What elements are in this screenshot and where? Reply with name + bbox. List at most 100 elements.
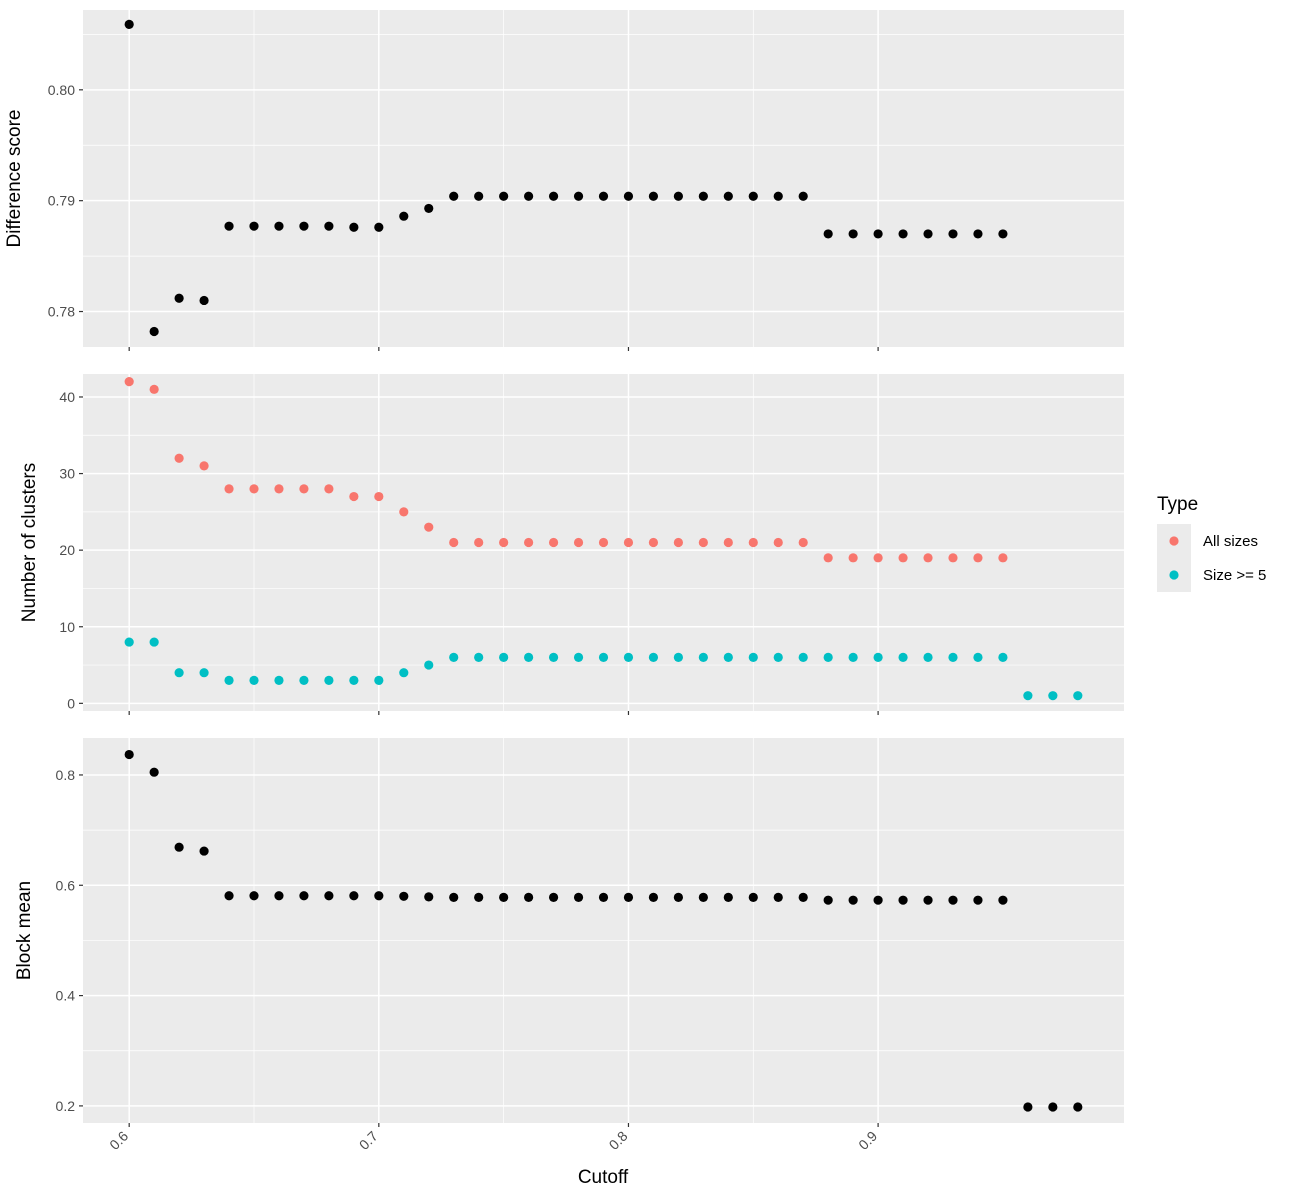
data-point bbox=[299, 891, 309, 901]
data-point bbox=[349, 891, 359, 901]
data-point bbox=[349, 675, 359, 685]
data-point bbox=[698, 537, 708, 548]
data-point bbox=[199, 461, 209, 471]
data-point bbox=[548, 191, 559, 201]
data-point bbox=[149, 637, 159, 647]
y-axis-title: Block mean bbox=[14, 881, 35, 980]
data-point bbox=[723, 652, 733, 662]
panel-2: 0 10 20 30 40 Number of clusters bbox=[19, 374, 1124, 715]
y-tick-label: 0.4 bbox=[56, 988, 76, 1004]
data-point bbox=[174, 453, 184, 463]
data-point bbox=[898, 553, 908, 563]
data-point bbox=[399, 507, 409, 517]
legend-label: All sizes bbox=[1203, 533, 1258, 550]
data-point bbox=[524, 892, 534, 903]
data-point bbox=[399, 668, 409, 678]
data-point bbox=[424, 522, 434, 532]
series-size-5 bbox=[124, 637, 1083, 701]
legend-marker bbox=[1169, 570, 1179, 580]
data-point bbox=[449, 892, 459, 903]
data-point bbox=[174, 293, 184, 303]
data-point bbox=[249, 484, 259, 494]
panel-background bbox=[83, 738, 1124, 1123]
y-tick-label: 0.79 bbox=[48, 193, 75, 209]
data-point bbox=[898, 229, 908, 239]
data-point bbox=[424, 892, 434, 902]
data-point bbox=[823, 229, 833, 239]
data-point bbox=[299, 675, 309, 685]
data-point bbox=[199, 295, 209, 306]
data-point bbox=[598, 537, 609, 548]
series-points bbox=[124, 749, 1083, 1112]
data-point bbox=[1023, 691, 1033, 701]
y-tick-label: 0 bbox=[67, 695, 75, 711]
data-point bbox=[524, 191, 534, 201]
data-point bbox=[648, 537, 659, 548]
data-point bbox=[648, 191, 659, 201]
data-point bbox=[798, 191, 808, 201]
data-point bbox=[274, 484, 284, 494]
y-tick-label: 0.78 bbox=[48, 304, 75, 320]
y-axis-title: Difference score bbox=[4, 110, 25, 248]
data-point bbox=[124, 637, 134, 647]
data-point bbox=[948, 229, 958, 239]
data-point bbox=[224, 221, 234, 231]
x-tick-label: 0.9 bbox=[855, 1128, 880, 1153]
data-point bbox=[1048, 691, 1058, 701]
data-point bbox=[199, 668, 209, 678]
data-point bbox=[873, 553, 883, 563]
data-point bbox=[424, 660, 434, 670]
data-point bbox=[773, 652, 783, 662]
data-point bbox=[499, 892, 509, 903]
data-point bbox=[374, 222, 384, 232]
data-point bbox=[1048, 1102, 1058, 1112]
data-point bbox=[124, 377, 134, 387]
data-point bbox=[823, 652, 833, 662]
data-point bbox=[648, 652, 659, 662]
data-point bbox=[673, 191, 683, 201]
y-tick-label: 0.80 bbox=[48, 82, 75, 98]
y-tick-label: 20 bbox=[59, 542, 75, 558]
data-point bbox=[848, 553, 858, 563]
data-point bbox=[174, 842, 184, 852]
chart-panels: 0.78 0.79 0.80 Difference score 0 10 20 30 40 Num… bbox=[4, 10, 1124, 1127]
data-point bbox=[374, 491, 384, 502]
data-point bbox=[848, 652, 858, 662]
data-point bbox=[923, 895, 933, 905]
data-point bbox=[973, 229, 983, 239]
data-point bbox=[324, 891, 334, 901]
y-tick-label: 10 bbox=[59, 619, 75, 635]
data-point bbox=[124, 19, 134, 30]
data-point bbox=[524, 652, 534, 662]
legend-title: Type bbox=[1157, 494, 1198, 515]
data-point bbox=[573, 537, 584, 548]
data-point bbox=[499, 652, 509, 662]
series-points bbox=[124, 19, 1008, 337]
legend: Type All sizes Size >= 5 bbox=[1157, 494, 1266, 592]
data-point bbox=[973, 652, 983, 662]
data-point bbox=[299, 221, 309, 231]
data-point bbox=[349, 491, 359, 502]
data-point bbox=[324, 221, 334, 231]
data-point bbox=[249, 675, 259, 685]
data-point bbox=[199, 846, 209, 856]
data-point bbox=[823, 895, 833, 905]
x-tick-label: 0.7 bbox=[356, 1128, 381, 1153]
data-point bbox=[723, 191, 733, 201]
data-point bbox=[573, 191, 584, 201]
data-point bbox=[648, 892, 659, 903]
data-point bbox=[723, 892, 733, 903]
data-point bbox=[873, 229, 883, 239]
data-point bbox=[449, 652, 459, 662]
data-point bbox=[1073, 1102, 1083, 1112]
data-point bbox=[548, 892, 559, 903]
data-point bbox=[623, 537, 634, 548]
data-point bbox=[474, 892, 484, 903]
x-tick-label: 0.6 bbox=[106, 1128, 131, 1153]
data-point bbox=[399, 891, 409, 901]
data-point bbox=[149, 384, 159, 394]
data-point bbox=[598, 652, 609, 662]
data-point bbox=[598, 892, 609, 903]
data-point bbox=[548, 537, 559, 548]
data-point bbox=[274, 891, 284, 901]
